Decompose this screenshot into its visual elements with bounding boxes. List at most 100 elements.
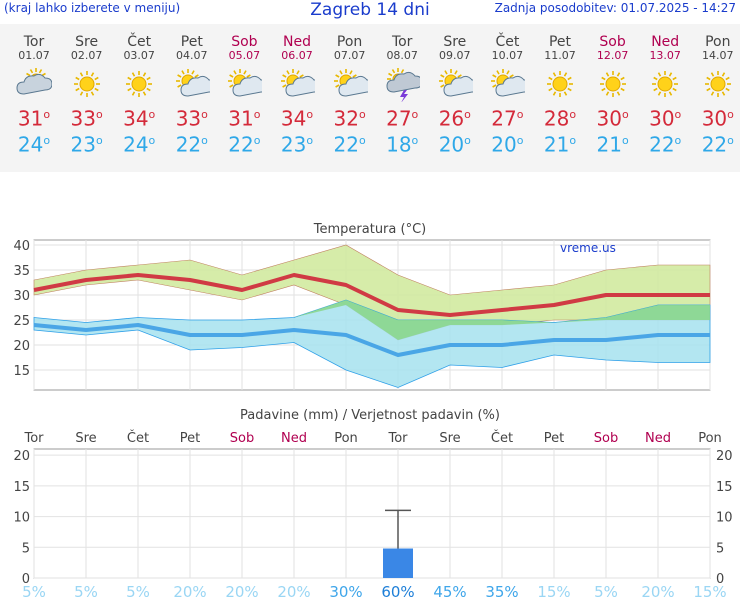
degree-sign: o — [516, 108, 524, 121]
temp-max: 33o — [166, 102, 218, 131]
sun-cloud-icon — [281, 69, 315, 97]
temperature-y-tick: 30 — [13, 289, 30, 304]
day-column[interactable]: Ned 06.07 34o 23o — [271, 24, 323, 157]
day-column[interactable]: Tor 01.07 31o 24o — [8, 24, 60, 157]
precipitation-probability: 5% — [126, 583, 150, 600]
degree-sign: o — [727, 134, 734, 147]
day-date: 01.07 — [18, 49, 50, 62]
precipitation-probability: 60% — [381, 583, 414, 600]
day-name: Sre — [75, 34, 99, 50]
precipitation-y-tick-right: 10 — [716, 511, 733, 526]
weather-icon-wrap — [692, 64, 740, 102]
temp-max-value: 34 — [280, 106, 307, 131]
temp-min-value: 22 — [333, 132, 359, 157]
day-column[interactable]: Sre 02.07 33o 23o — [61, 24, 113, 157]
chart-watermark: vreme.us — [560, 241, 616, 255]
day-name: Čet — [495, 34, 520, 50]
temp-min-value: 24 — [17, 132, 44, 157]
temperature-y-tick: 15 — [13, 364, 30, 379]
degree-sign: o — [43, 134, 51, 147]
day-column[interactable]: Sre 09.07 26o 20o — [429, 24, 481, 157]
degree-sign: o — [411, 108, 419, 121]
precipitation-y-tick-left: 5 — [22, 541, 30, 556]
temp-min-value: 21 — [543, 132, 570, 157]
day-column[interactable]: Tor 08.07 27o 18o — [376, 24, 428, 157]
precipitation-probability: 20% — [641, 583, 674, 600]
day-column[interactable]: Čet 10.07 27o 20o — [481, 24, 533, 157]
temp-min: 21o — [587, 128, 639, 157]
day-column[interactable]: Sob 12.07 30o 21o — [587, 24, 639, 157]
precipitation-day-label: Pet — [180, 431, 200, 446]
degree-sign: o — [253, 134, 261, 147]
day-column[interactable]: Pet 04.07 33o 22o — [166, 24, 218, 157]
weather-icon-wrap — [113, 64, 165, 102]
partly-cloudy-icon — [16, 68, 52, 95]
temp-max: 27o — [481, 102, 533, 131]
precipitation-day-label: Pet — [544, 431, 564, 446]
location-menu-hint[interactable]: (kraj lahko izberete v meniju) — [4, 1, 181, 15]
temp-min: 24o — [113, 128, 165, 157]
temp-max: 26o — [429, 102, 481, 131]
temp-max-value: 31 — [17, 106, 44, 131]
day-column[interactable]: Pon 14.07 30o 22o — [692, 24, 740, 157]
temp-max-value: 30 — [596, 106, 622, 131]
temp-min-value: 23 — [280, 132, 307, 157]
sun-icon — [704, 71, 731, 97]
temp-max: 32o — [324, 102, 376, 131]
temp-max-value: 32 — [333, 106, 359, 131]
temperature-y-tick: 25 — [13, 314, 30, 329]
precipitation-chart-title: Padavine (mm) / Verjetnost padavin (%) — [240, 408, 500, 423]
day-date: 09.07 — [439, 49, 471, 62]
degree-sign: o — [516, 134, 524, 147]
day-date: 08.07 — [386, 49, 418, 62]
precipitation-y-tick-right: 0 — [716, 572, 724, 587]
temp-max: 27o — [376, 102, 428, 131]
precipitation-day-label: Pon — [698, 431, 722, 446]
day-name: Ned — [283, 34, 311, 50]
weather-icon-wrap — [166, 64, 218, 102]
day-date: 07.07 — [333, 49, 366, 62]
precipitation-probability: 15% — [537, 583, 570, 600]
temp-min: 18o — [376, 128, 428, 157]
day-date: 03.07 — [123, 49, 155, 62]
precipitation-probability: 20% — [173, 583, 206, 600]
temp-min: 23o — [61, 128, 113, 157]
degree-sign: o — [569, 108, 577, 121]
weather-icon-wrap — [218, 64, 270, 102]
precipitation-day-label: Čet — [127, 430, 149, 446]
precipitation-day-label: Sob — [230, 431, 254, 446]
day-date: 14.07 — [702, 49, 734, 62]
temp-max: 28o — [534, 102, 586, 131]
degree-sign: o — [95, 134, 103, 147]
precipitation-probability: 45% — [433, 583, 466, 600]
header: (kraj lahko izberete v meniju) Zagreb 14… — [0, 0, 740, 22]
day-date: 10.07 — [491, 49, 524, 62]
day-column[interactable]: Ned 13.07 30o 22o — [639, 24, 691, 157]
temp-max-value: 30 — [701, 106, 728, 131]
precipitation-day-label: Pon — [334, 431, 358, 446]
day-column[interactable]: Sob 05.07 31o 22o — [218, 24, 270, 157]
degree-sign: o — [727, 108, 734, 121]
day-date: 02.07 — [70, 49, 103, 62]
degree-sign: o — [464, 108, 471, 121]
temp-min-value: 20 — [491, 132, 517, 157]
day-name: Tor — [391, 34, 413, 50]
day-column[interactable]: Pet 11.07 28o 21o — [534, 24, 586, 157]
daily-forecast-strip: Tor 01.07 31o 24o Sre 02.07 33o 23o Čet 03.07 34o 2… — [0, 24, 740, 172]
precipitation-day-label: Tor — [387, 431, 408, 446]
precipitation-probability: 15% — [693, 583, 726, 600]
degree-sign: o — [306, 108, 314, 121]
precipitation-probability: 35% — [485, 583, 518, 600]
temp-min-value: 24 — [123, 132, 149, 157]
temp-min: 20o — [429, 128, 481, 157]
degree-sign: o — [411, 134, 419, 147]
precipitation-y-tick-right: 15 — [716, 480, 733, 495]
day-column[interactable]: Pon 07.07 32o 22o — [324, 24, 376, 157]
last-update: Zadnja posodobitev: 01.07.2025 - 14:27 — [494, 1, 736, 15]
temperature-y-tick: 35 — [13, 264, 30, 279]
precipitation-probability: 5% — [22, 583, 46, 600]
day-column[interactable]: Čet 03.07 34o 24o — [113, 24, 165, 157]
temp-max-value: 27 — [491, 106, 517, 131]
temp-max: 34o — [271, 102, 323, 131]
temp-min: 21o — [534, 128, 586, 157]
